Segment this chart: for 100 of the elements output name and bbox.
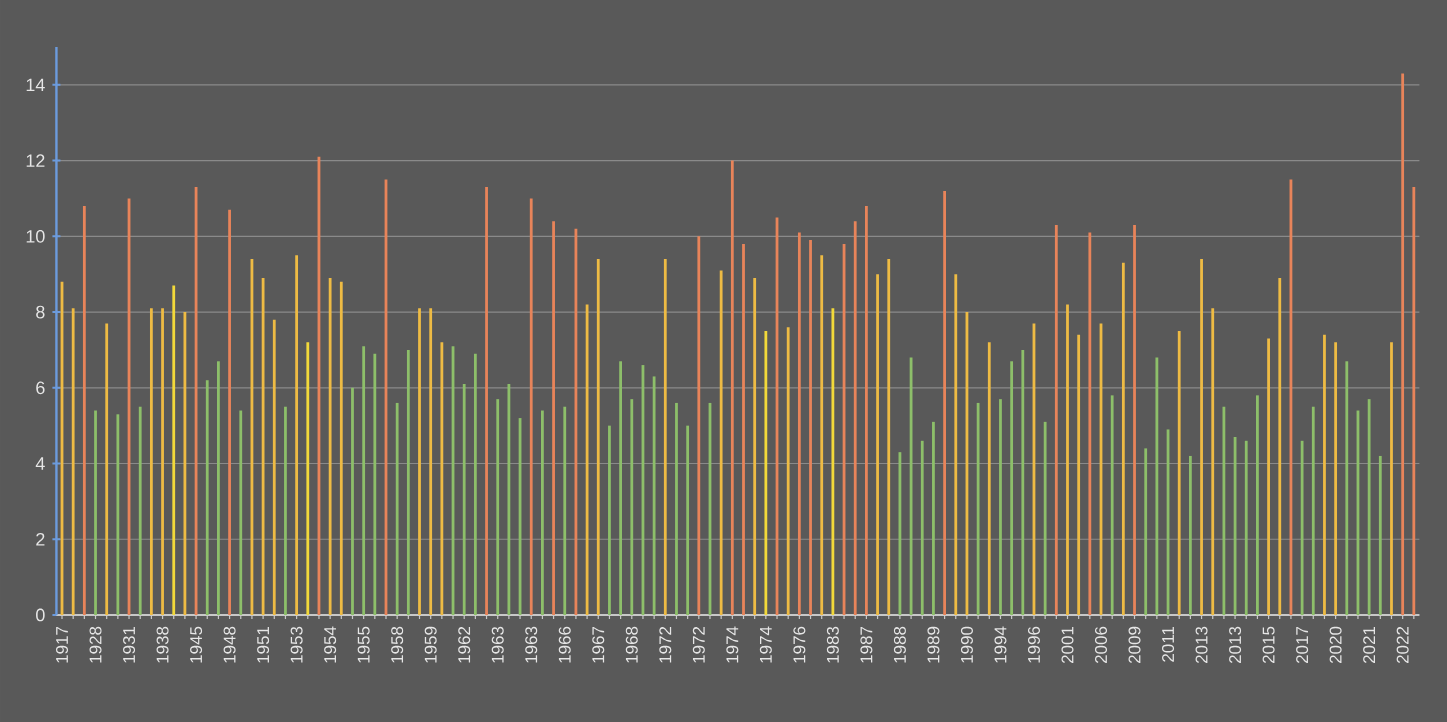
x-tick-label: 2006: [1095, 626, 1108, 664]
bar: [473, 353, 477, 615]
bar: [94, 410, 97, 615]
x-tick-label: 2013: [1229, 626, 1242, 664]
x-tick-label: 1948: [223, 626, 236, 663]
bar: [1412, 187, 1416, 615]
x-tick-label: 1974: [759, 626, 772, 663]
bar: [149, 308, 153, 615]
bar: [976, 402, 980, 615]
bar: [1244, 440, 1248, 615]
bar: [217, 361, 220, 615]
bar: [105, 323, 109, 615]
bar: [485, 187, 488, 615]
x-tick-label: 1968: [625, 626, 638, 663]
bar: [1043, 421, 1047, 615]
y-tick-label: 0: [36, 608, 45, 622]
bar: [529, 198, 533, 615]
bar: [1267, 338, 1270, 615]
y-tick-label: 2: [36, 532, 45, 546]
y-tick-label: 8: [36, 305, 45, 319]
bar: [730, 160, 734, 615]
bar: [619, 361, 623, 615]
bar: [541, 410, 544, 615]
bar: [742, 243, 745, 615]
bar: [876, 274, 879, 615]
bar: [1054, 224, 1058, 615]
y-tick-label: 12: [26, 154, 45, 167]
bar: [261, 277, 265, 615]
x-tick-label: 1976: [793, 626, 806, 663]
bar: [608, 425, 611, 615]
x-tick-label: 2022: [1396, 626, 1409, 664]
x-tick-label: 2009: [1128, 626, 1141, 664]
bar: [1211, 308, 1215, 615]
x-tick-label: 1989: [927, 626, 940, 663]
x-tick-label: 1959: [424, 626, 437, 663]
x-tick-label: 1983: [826, 626, 839, 663]
bar: [563, 406, 567, 615]
x-tick-label: 1955: [357, 626, 370, 663]
bar: [675, 402, 678, 615]
x-tick-label: 2021: [1363, 626, 1376, 664]
bar: [440, 342, 444, 615]
bar: [295, 255, 299, 615]
x-tick-label: 2001: [1061, 626, 1074, 664]
bar: [418, 308, 421, 615]
bar: [887, 259, 891, 615]
bar: [395, 402, 399, 615]
x-tick-label: 1958: [391, 626, 404, 663]
bar: [1121, 262, 1125, 615]
bar: [1300, 440, 1304, 615]
bar: [652, 376, 656, 615]
bar: [272, 319, 276, 615]
x-tick-label: 1990: [960, 626, 973, 663]
x-tick-label: 1994: [994, 626, 1007, 663]
bar: [362, 346, 366, 615]
x-tick-label: 1931: [123, 626, 136, 663]
bar: [1334, 342, 1338, 615]
x-tick-label: 1938: [156, 626, 169, 663]
bar: [552, 221, 555, 615]
x-tick-label: 1974: [726, 626, 739, 663]
bar: [351, 387, 354, 615]
bar: [954, 274, 958, 615]
bar: [172, 285, 176, 615]
bar: [999, 399, 1002, 615]
bar: [1278, 277, 1282, 615]
bar: [429, 308, 433, 615]
x-tick-label: 2020: [1329, 626, 1342, 664]
bar: [1390, 342, 1393, 615]
bar: [228, 209, 231, 615]
x-tick-label: 1967: [592, 626, 605, 663]
bar: [462, 384, 466, 615]
bar: [943, 190, 946, 615]
x-tick-label: 1996: [1027, 626, 1040, 663]
x-tick-label: 2011: [1162, 626, 1175, 662]
bar: [719, 270, 723, 615]
x-tick-label: 2013: [1195, 626, 1208, 664]
bar: [1110, 395, 1114, 615]
bar: [686, 425, 690, 615]
bar: [697, 236, 701, 615]
bar: [932, 421, 935, 615]
bar: [306, 342, 310, 615]
bar: [1155, 357, 1159, 615]
bar: [853, 221, 857, 615]
bar: [1323, 334, 1326, 615]
x-tick-label: 1963: [525, 626, 538, 663]
bar: [1401, 73, 1405, 615]
bar: [865, 206, 868, 615]
bar: [328, 277, 332, 615]
bar: [239, 410, 243, 615]
bar: [663, 259, 667, 615]
bar: [786, 327, 790, 615]
x-tick-label: 1953: [290, 626, 303, 663]
x-tick-label: 1954: [324, 626, 337, 663]
x-tick-label: 1988: [893, 626, 906, 663]
y-tick-label: 14: [26, 78, 45, 92]
bar: [496, 399, 500, 615]
bar: [138, 406, 142, 615]
bar: [753, 277, 757, 615]
bar: [764, 330, 768, 615]
bar: [339, 281, 343, 615]
bar: [205, 380, 209, 615]
